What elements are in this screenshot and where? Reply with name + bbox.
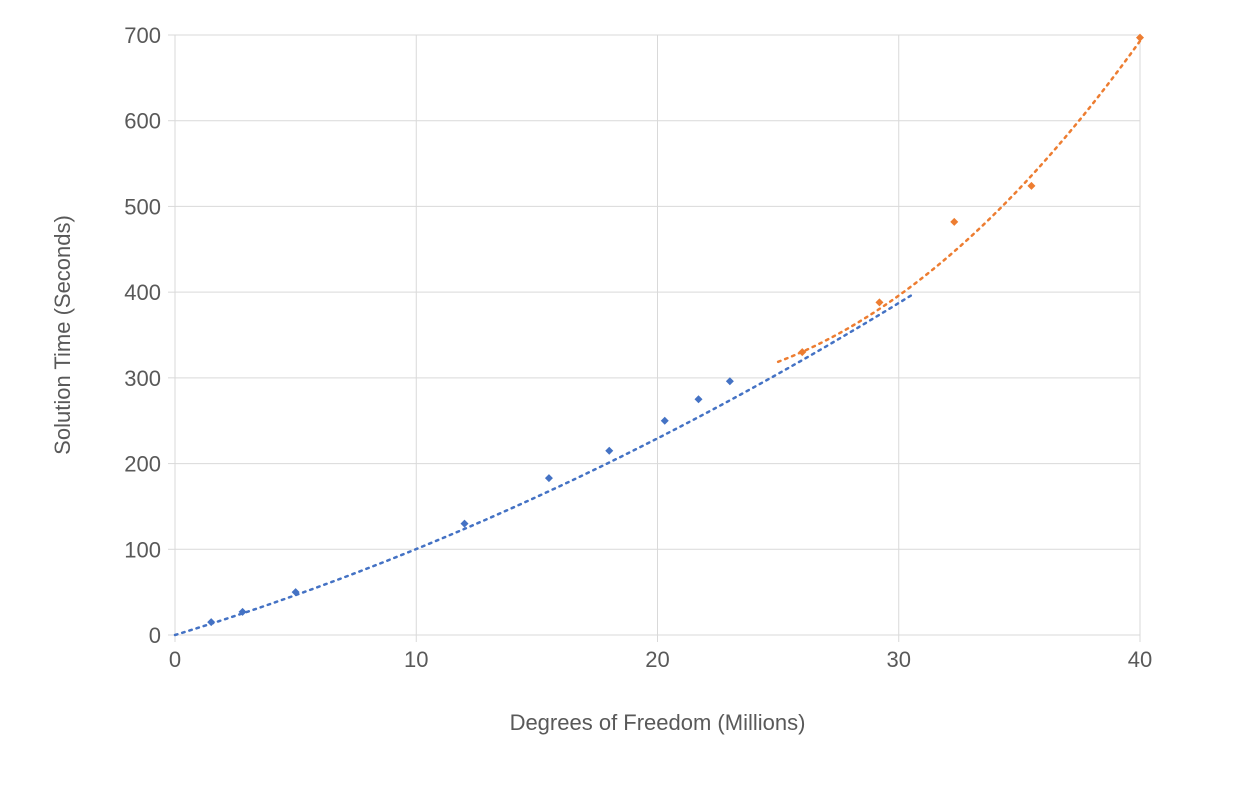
x-tick-label: 40: [1128, 647, 1152, 672]
y-tick-label: 0: [149, 623, 161, 648]
y-tick-label: 100: [124, 537, 161, 562]
y-tick-label: 700: [124, 23, 161, 48]
x-axis-label: Degrees of Freedom (Millions): [510, 710, 806, 735]
y-axis-label: Solution Time (Seconds): [50, 215, 75, 455]
x-tick-label: 0: [169, 647, 181, 672]
y-tick-label: 300: [124, 366, 161, 391]
chart-container: 0102030400100200300400500600700Solution …: [0, 0, 1240, 798]
y-tick-label: 500: [124, 194, 161, 219]
y-tick-label: 200: [124, 452, 161, 477]
y-tick-label: 600: [124, 109, 161, 134]
x-tick-label: 30: [887, 647, 911, 672]
x-tick-label: 10: [404, 647, 428, 672]
y-tick-label: 400: [124, 280, 161, 305]
scatter-chart: 0102030400100200300400500600700Solution …: [0, 0, 1240, 798]
x-tick-label: 20: [645, 647, 669, 672]
